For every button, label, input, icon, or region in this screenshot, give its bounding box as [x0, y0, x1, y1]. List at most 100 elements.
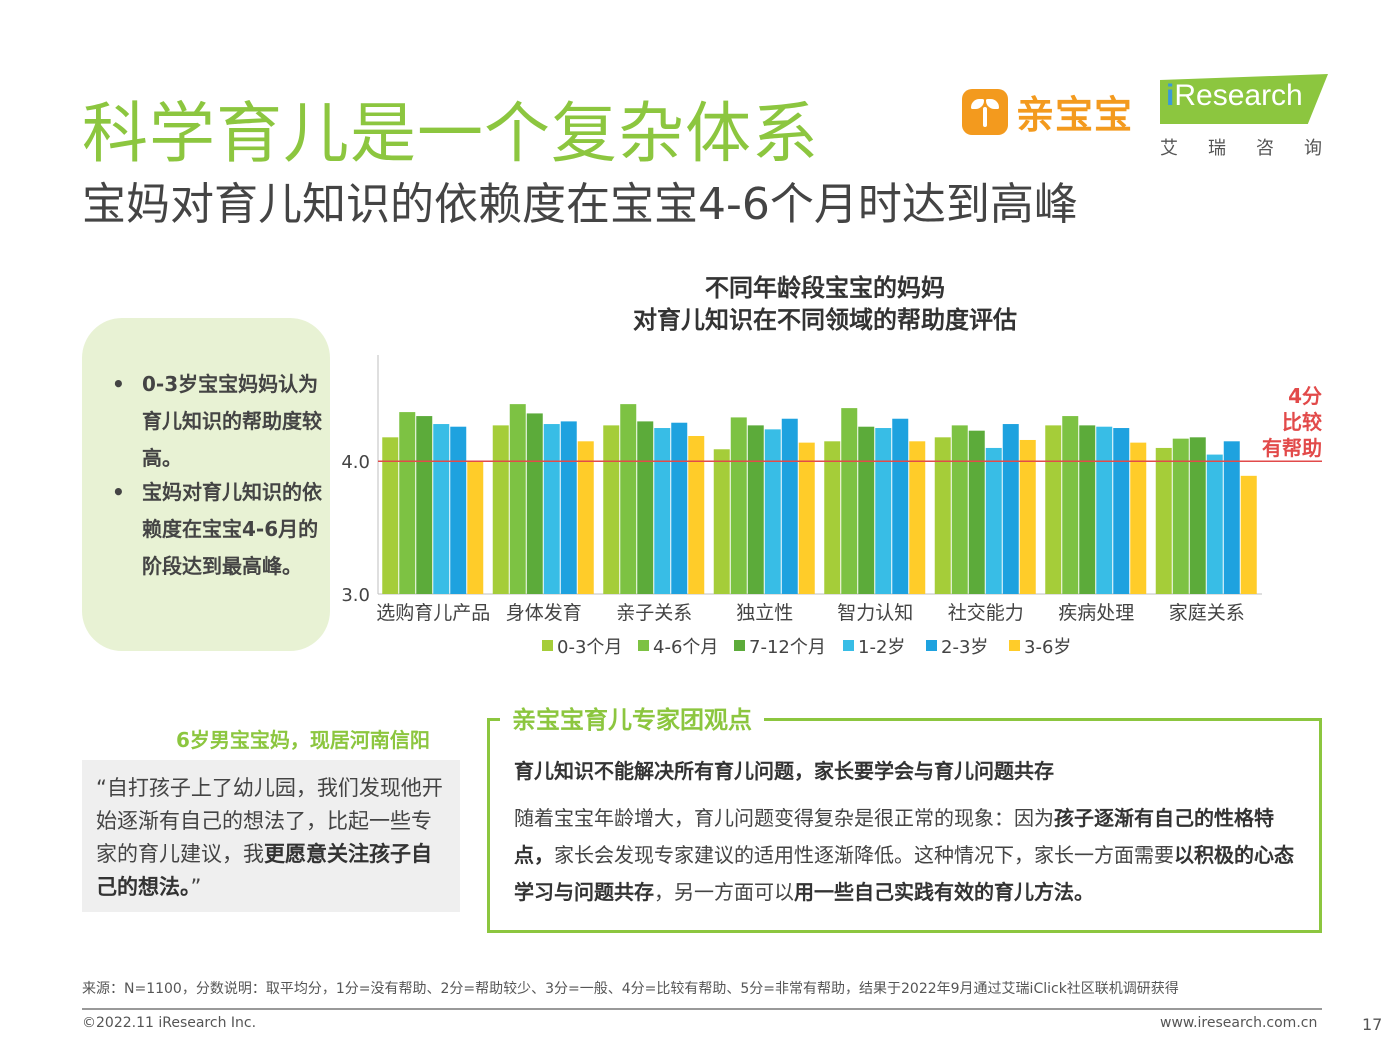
annotation-line-1: 4分 — [1288, 384, 1322, 408]
quote-text: “自打孩子上了幼儿园，我们发现他开始逐渐有自己的想法了，比起一些专家的育儿建议，… — [96, 772, 446, 904]
x-tick-label: 社交能力 — [948, 602, 1024, 624]
x-tick-label: 疾病处理 — [1058, 602, 1134, 624]
bar-2-0 — [603, 425, 620, 594]
page-number: 17 — [1362, 1015, 1383, 1034]
y-tick-label: 4.0 — [341, 452, 370, 473]
bar-0-5 — [467, 461, 484, 594]
bullet-dot-icon: • — [112, 480, 125, 504]
annotation-line-3: 有帮助 — [1262, 436, 1322, 460]
legend-label: 4-6个月 — [653, 637, 718, 658]
expert-panel-title: 亲宝宝育儿专家团观点 — [500, 700, 764, 735]
bar-0-0 — [382, 437, 399, 594]
bar-6-5 — [1130, 442, 1147, 594]
legend-label: 1-2岁 — [858, 637, 905, 658]
bar-1-0 — [492, 425, 509, 594]
bar-4-5 — [909, 441, 926, 594]
bar-3-0 — [713, 449, 730, 594]
bar-4-1 — [841, 408, 858, 594]
reference-annotation: 4分 比较 有帮助 — [1250, 383, 1322, 461]
iresearch-logo-text: Research — [1174, 79, 1303, 112]
bar-5-4 — [1002, 424, 1019, 594]
bar-7-1 — [1172, 438, 1189, 594]
expert-bold-1: 孩子逐渐有自己的性格特点， — [514, 806, 1274, 867]
x-tick-label: 选购育儿产品 — [376, 602, 490, 624]
footer-divider — [82, 1008, 1322, 1010]
quote-text-end: ” — [190, 875, 202, 899]
expert-text-1: 随着宝宝年龄增大，育儿问题变得复杂是很正常的现象：因为 — [514, 806, 1054, 830]
bar-3-3 — [764, 429, 781, 594]
bar-4-0 — [824, 441, 841, 594]
x-tick-label: 家庭关系 — [1169, 602, 1245, 624]
legend-label: 0-3个月 — [557, 637, 622, 658]
qinbaobao-logo: 亲宝宝 — [962, 84, 1133, 139]
bar-chart: 3.0 4.0 选购育儿产品 身体发育 亲子关系 独立性 智力认知 社交能力 疾病处理 家庭关系 0… — [341, 355, 1322, 658]
bar-3-1 — [730, 417, 747, 594]
bar-1-3 — [543, 424, 560, 594]
insight-bullet-1: • 0-3岁宝宝妈妈认为育儿知识的帮助度较高。 — [112, 366, 322, 477]
bar-4-2 — [858, 426, 875, 594]
bar-1-5 — [577, 441, 594, 594]
page-title: 科学育儿是一个复杂体系 — [82, 95, 819, 172]
chart-subtitle: 对育儿知识在不同领域的帮助度评估 — [633, 306, 1017, 334]
expert-headline: 育儿知识不能解决所有育儿问题，家长要学会与育儿问题共存 — [514, 759, 1054, 783]
iresearch-logo: iResearch — [1160, 74, 1330, 124]
legend-swatch — [542, 640, 553, 651]
sprout-icon — [962, 88, 1008, 135]
bar-2-3 — [654, 428, 671, 594]
x-tick-label: 智力认知 — [837, 602, 913, 624]
bar-7-0 — [1155, 447, 1172, 594]
page-subtitle: 宝妈对育儿知识的依赖度在宝宝4-6个月时达到高峰 — [82, 179, 1078, 230]
bar-1-1 — [509, 404, 526, 594]
bar-6-4 — [1113, 428, 1130, 594]
expert-bold-3: 用一些自己实践有效的育儿方法。 — [794, 880, 1094, 904]
bar-4-4 — [892, 418, 909, 594]
bar-1-2 — [526, 413, 543, 594]
quote-box: “自打孩子上了幼儿园，我们发现他开始逐渐有自己的想法了，比起一些专家的育儿建议，… — [82, 760, 460, 912]
bar-5-3 — [985, 447, 1002, 594]
iresearch-logo-subtitle: 艾瑞咨询 — [1160, 138, 1352, 159]
legend-swatch — [734, 640, 745, 651]
bar-0-3 — [433, 424, 450, 594]
quote-label: 6岁男宝宝妈，现居河南信阳 — [176, 728, 430, 752]
legend-swatch — [926, 640, 937, 651]
insight-text-2: 宝妈对育儿知识的依赖度在宝宝4-6月的阶段达到最高峰。 — [142, 480, 322, 578]
bar-6-2 — [1079, 425, 1096, 594]
x-tick-label: 身体发育 — [506, 602, 582, 624]
annotation-line-2: 比较 — [1282, 410, 1322, 434]
bar-3-2 — [747, 425, 764, 594]
expert-bold-2: 以积极的心态学习与问题共存 — [514, 843, 1294, 904]
bar-7-4 — [1223, 441, 1240, 594]
y-tick-label: 3.0 — [341, 585, 370, 606]
insight-bullet-2: • 宝妈对育儿知识的依赖度在宝宝4-6月的阶段达到最高峰。 — [112, 474, 322, 585]
bar-3-5 — [798, 442, 815, 594]
bar-1-4 — [560, 421, 577, 594]
expert-text-3: ，另一方面可以 — [654, 880, 794, 904]
iresearch-logo-i: i — [1166, 79, 1175, 112]
x-tick-label: 独立性 — [736, 602, 793, 624]
bar-7-5 — [1240, 475, 1257, 594]
bar-2-1 — [620, 404, 637, 594]
copyright: ©2022.11 iResearch Inc. — [82, 1015, 257, 1031]
bar-5-1 — [951, 425, 968, 594]
bar-6-3 — [1096, 426, 1113, 594]
bar-0-4 — [450, 426, 467, 594]
bar-5-2 — [968, 430, 985, 594]
bar-0-1 — [399, 412, 416, 594]
insight-text-1: 0-3岁宝宝妈妈认为育儿知识的帮助度较高。 — [142, 372, 322, 470]
website-link[interactable]: www.iresearch.com.cn — [1160, 1015, 1318, 1031]
qinbaobao-logo-text: 亲宝宝 — [1016, 93, 1134, 137]
bullet-dot-icon: • — [112, 372, 125, 396]
x-tick-label: 亲子关系 — [616, 602, 692, 624]
bar-7-3 — [1206, 454, 1223, 594]
bar-2-4 — [671, 422, 688, 594]
bar-4-3 — [875, 428, 892, 594]
bar-2-5 — [688, 435, 705, 594]
bar-3-4 — [781, 418, 798, 594]
bar-5-0 — [934, 437, 951, 594]
legend-swatch — [843, 640, 854, 651]
chart-title: 不同年龄段宝宝的妈妈 — [705, 274, 945, 302]
legend-swatch — [1009, 640, 1020, 651]
bar-6-0 — [1045, 425, 1062, 594]
bar-2-2 — [637, 421, 654, 594]
source-note: 来源：N=1100，分数说明：取平均分，1分=没有帮助、2分=帮助较少、3分=一… — [82, 981, 1179, 997]
